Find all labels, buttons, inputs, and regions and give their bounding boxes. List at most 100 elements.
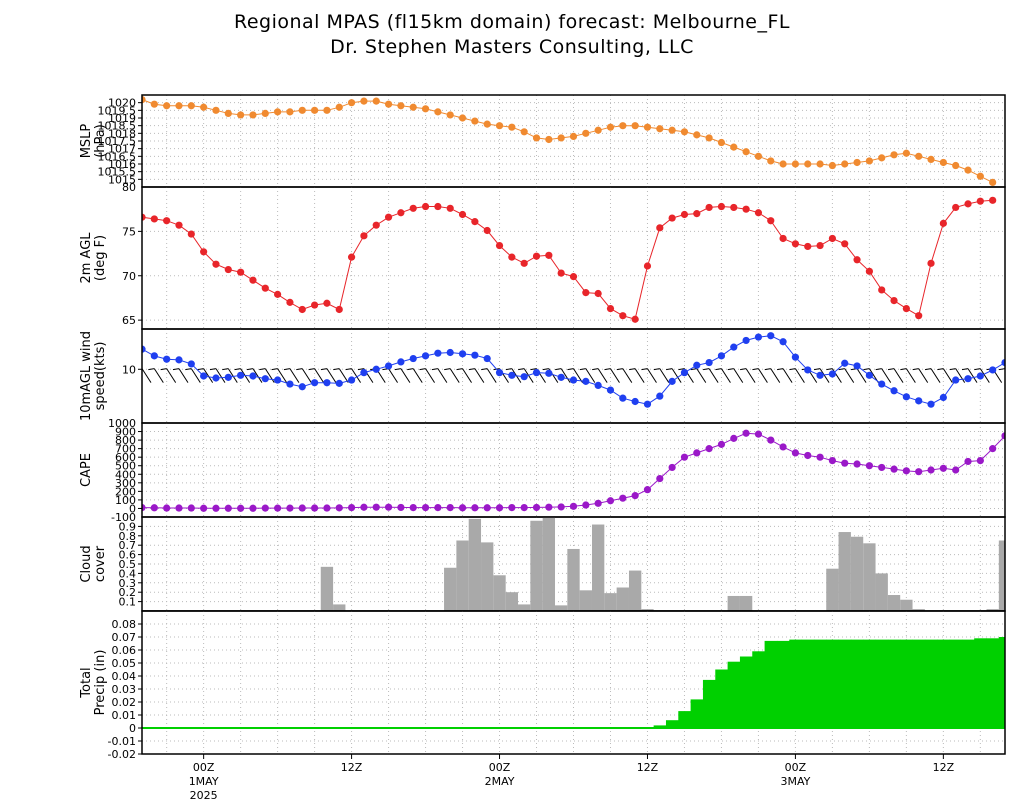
- data-point: [508, 123, 516, 131]
- data-point: [582, 377, 590, 385]
- wind-barb-flag: [333, 368, 340, 371]
- data-point: [668, 463, 676, 472]
- data-point: [594, 499, 602, 507]
- cloud-cover-bar: [628, 570, 642, 611]
- data-point: [347, 376, 356, 384]
- data-point: [187, 230, 195, 238]
- wind-barb-flag: [246, 368, 254, 371]
- data-point: [212, 504, 220, 512]
- data-point: [853, 158, 861, 167]
- y-tick-label: -100: [111, 511, 136, 524]
- data-point: [142, 345, 146, 353]
- data-point: [446, 204, 454, 212]
- data-point: [384, 503, 393, 511]
- y-tick-label: 1018: [108, 127, 136, 140]
- data-point: [890, 297, 898, 305]
- wind-barb: [289, 368, 300, 383]
- wind-barb: [930, 368, 941, 383]
- x-tick-year: 2025: [190, 789, 218, 800]
- cloud-cover-bar: [863, 543, 876, 611]
- precip-bar: [715, 669, 729, 728]
- data-point: [163, 102, 171, 110]
- y-tick-label: 900: [115, 426, 136, 439]
- data-point: [878, 463, 886, 472]
- cloud-cover-bar: [1011, 525, 1023, 611]
- data-point: [606, 386, 615, 394]
- y-tick-label: 1019.5: [98, 104, 137, 117]
- y-tick-label: 1016.5: [98, 150, 137, 163]
- y-tick-label: 0.07: [112, 631, 137, 644]
- data-point: [878, 286, 886, 294]
- data-point: [434, 349, 442, 357]
- data-point: [471, 117, 479, 125]
- wind-barb: [142, 368, 152, 383]
- panel-4: 0.10.20.30.40.50.60.70.80.9 Cloud cover: [79, 516, 1023, 612]
- data-point: [483, 504, 491, 512]
- y-axis-label: CAPE: [79, 453, 94, 487]
- data-point: [520, 128, 528, 136]
- data-point: [372, 365, 380, 373]
- data-point: [804, 160, 812, 168]
- x-tick-label: 00Z: [785, 761, 807, 774]
- data-point: [915, 312, 923, 320]
- data-point: [828, 457, 837, 465]
- data-point: [311, 504, 319, 512]
- data-point: [471, 351, 479, 359]
- data-point: [311, 379, 319, 387]
- precip-bar: [924, 639, 938, 728]
- data-point: [680, 128, 689, 136]
- data-point: [939, 464, 947, 472]
- data-point: [495, 504, 504, 512]
- data-point: [142, 213, 146, 221]
- data-point: [520, 373, 528, 381]
- wind-barb-flag: [444, 368, 451, 371]
- wind-barb-flag: [592, 368, 599, 371]
- wind-barb: [486, 368, 497, 383]
- data-point: [902, 393, 910, 401]
- wind-barb: [166, 368, 177, 383]
- data-point: [483, 226, 491, 235]
- data-point: [754, 430, 763, 438]
- y-tick-label: 0.03: [112, 683, 137, 696]
- data-point: [717, 202, 726, 211]
- data-point: [335, 504, 343, 512]
- data-point: [582, 289, 590, 297]
- data-point: [742, 205, 750, 213]
- cloud-cover-bar: [591, 524, 605, 611]
- wind-barb: [856, 368, 867, 383]
- cloud-cover-bar: [986, 609, 999, 611]
- data-point: [261, 284, 269, 292]
- data-point: [619, 394, 627, 402]
- data-point: [730, 143, 738, 151]
- wind-barb: [967, 368, 978, 383]
- cloud-cover-bar: [912, 609, 925, 611]
- cloud-cover-bar: [739, 595, 753, 611]
- x-tick-label: 00Z: [489, 761, 511, 774]
- data-point: [347, 504, 356, 512]
- wind-barb-flag: [887, 368, 895, 371]
- data-point: [434, 504, 442, 512]
- wind-barb: [758, 368, 768, 383]
- data-point: [409, 103, 417, 111]
- data-point: [705, 445, 713, 453]
- y-axis-label: Precip (in): [93, 650, 108, 716]
- y-tick-label: 1019: [108, 112, 136, 125]
- data-point: [557, 503, 565, 511]
- data-point: [989, 445, 997, 453]
- precip-bar: [801, 639, 815, 728]
- y-axis-label: MSLP: [79, 124, 94, 159]
- wind-barb: [942, 368, 953, 383]
- wind-barb-flag: [740, 368, 747, 371]
- wind-barb: [388, 368, 398, 383]
- cloud-cover-bar: [887, 595, 901, 611]
- data-point: [142, 96, 146, 104]
- data-point: [323, 299, 331, 307]
- data-point: [582, 501, 590, 509]
- wind-barb-flag: [431, 368, 438, 371]
- panel-data-1: [142, 196, 997, 323]
- data-point: [360, 232, 368, 240]
- data-point: [717, 352, 726, 360]
- data-point: [939, 158, 947, 167]
- data-point: [989, 366, 997, 374]
- y-tick-label: 0: [129, 502, 136, 515]
